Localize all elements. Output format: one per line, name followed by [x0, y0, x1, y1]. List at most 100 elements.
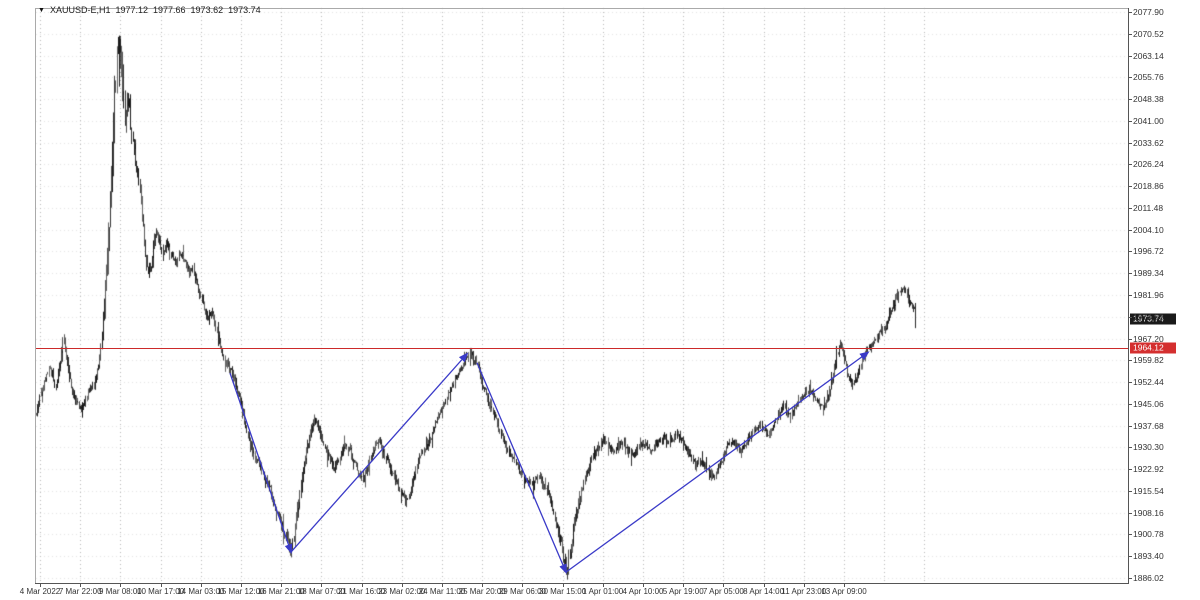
trendline-segment-1[interactable]	[229, 372, 293, 554]
symbol-timeframe-label: XAUUSD-E,H1	[49, 5, 111, 15]
price-axis-label: 1908.16	[1133, 507, 1164, 518]
x-axis-line	[35, 583, 1129, 584]
price-axis-tick	[1128, 534, 1132, 536]
time-axis-tick	[522, 583, 524, 587]
price-axis-tick	[1128, 120, 1132, 122]
time-axis-label: 21 Mar 16:00	[338, 587, 386, 596]
price-axis-label: 2033.62	[1133, 137, 1164, 148]
trendline-segment-2[interactable]	[290, 352, 469, 553]
time-axis-tick	[562, 583, 564, 587]
bid-price-tag: 1973.74	[1130, 313, 1176, 325]
time-axis-tick	[241, 583, 242, 587]
price-axis-label: 1945.06	[1133, 398, 1164, 409]
time-axis-label: 15 Mar 12:00	[217, 587, 265, 596]
price-axis-tick	[1128, 403, 1132, 405]
price-axis-tick	[1128, 55, 1132, 57]
price-axis-label: 1981.96	[1133, 289, 1164, 300]
price-axis-tick	[1128, 469, 1132, 471]
time-axis-label: 11 Apr 23:00	[781, 587, 827, 596]
time-axis-tick	[120, 583, 122, 587]
price-axis-tick	[1128, 577, 1132, 579]
price-axis-label: 2077.90	[1133, 7, 1164, 17]
price-axis-tick	[1128, 164, 1132, 166]
price-axis-label: 1937.68	[1133, 420, 1164, 431]
time-axis-label: 10 Mar 17:00	[137, 587, 185, 596]
price-axis-label: 2011.48	[1133, 202, 1164, 213]
time-axis-tick	[200, 583, 202, 587]
price-axis-tick	[1128, 425, 1132, 427]
time-axis-tick	[482, 583, 484, 587]
time-axis-tick	[80, 583, 82, 587]
time-axis-label: 14 Mar 03:00	[177, 587, 225, 596]
time-axis-label: 16 Mar 21:00	[257, 587, 305, 596]
price-axis-label: 1996.72	[1133, 246, 1164, 257]
price-axis-label: 2063.14	[1133, 50, 1164, 61]
ohlc-low: 1973.62	[190, 5, 224, 15]
ohlc-open: 1977.12	[115, 5, 148, 15]
price-axis-label: 1922.92	[1133, 464, 1164, 475]
price-axis-tick	[1128, 186, 1132, 188]
price-axis-tick	[1128, 316, 1132, 318]
time-axis-label: 24 Mar 11:00	[418, 587, 466, 596]
time-axis-tick	[723, 583, 725, 587]
time-axis-tick	[763, 583, 765, 587]
time-axis-tick	[160, 583, 162, 587]
time-axis-tick	[361, 583, 363, 587]
time-axis-tick	[643, 583, 644, 587]
time-axis-tick	[281, 583, 283, 587]
time-axis-tick	[321, 583, 323, 587]
price-axis-label: 2004.10	[1133, 224, 1164, 235]
time-axis-label: 4 Apr 10:00	[622, 587, 664, 596]
trendline-segment-4[interactable]	[565, 351, 870, 573]
price-axis-label: 2018.86	[1133, 181, 1164, 192]
price-axis-label: 1967.20	[1133, 333, 1164, 344]
price-axis-label: 2041.00	[1133, 115, 1164, 126]
trendline-segment-3[interactable]	[476, 362, 567, 574]
ohlc-high: 1977.66	[153, 5, 186, 15]
frame-top	[35, 8, 1128, 9]
price-axis-tick	[1128, 273, 1132, 275]
price-axis-tick	[1128, 99, 1132, 101]
time-axis-tick	[40, 583, 41, 587]
time-axis-label: 5 Apr 19:00	[662, 587, 704, 596]
time-axis-label: 30 Mar 15:00	[539, 587, 587, 596]
price-axis-label: 1915.54	[1133, 485, 1164, 496]
price-axis-tick	[1128, 447, 1132, 449]
time-axis-tick	[602, 583, 604, 587]
price-axis-tick	[1128, 382, 1132, 384]
price-axis-tick	[1128, 207, 1132, 209]
price-axis-label: 1974.58	[1133, 311, 1164, 322]
price-axis-tick	[1128, 229, 1132, 231]
price-axis-label: 1952.44	[1133, 377, 1164, 388]
time-axis-label: 25 Mar 20:00	[458, 587, 506, 596]
time-axis-label: 1 Apr 01:00	[582, 587, 624, 596]
price-axis-tick	[1128, 512, 1132, 514]
price-axis-label: 2026.24	[1133, 159, 1164, 170]
price-axis-label: 1930.30	[1133, 442, 1164, 453]
time-axis-tick	[442, 583, 443, 587]
price-axis-tick	[1128, 556, 1132, 558]
time-axis-tick	[683, 583, 685, 587]
time-axis-label: 13 Apr 09:00	[821, 587, 867, 596]
time-axis-label: 18 Mar 07:00	[297, 587, 345, 596]
time-axis-label: 8 Apr 14:00	[743, 587, 785, 596]
price-axis-tick	[1128, 294, 1132, 296]
chart-dropdown-arrow-icon[interactable]: ▼	[38, 6, 45, 14]
time-axis-label: 7 Mar 22:00	[58, 587, 102, 596]
price-axis-tick	[1128, 360, 1132, 362]
time-axis-tick	[401, 583, 403, 587]
price-axis-label: 1900.78	[1133, 529, 1164, 540]
time-axis-label: 23 Mar 02:00	[378, 587, 426, 596]
horizontal-line[interactable]	[36, 348, 1128, 349]
ohlc-close: 1973.74	[228, 5, 261, 15]
price-axis-label: 1959.82	[1133, 355, 1164, 366]
price-axis-label: 1989.34	[1133, 268, 1164, 279]
frame-left	[35, 8, 36, 583]
y-axis-line	[1128, 8, 1129, 584]
time-axis-label: 7 Apr 05:00	[702, 587, 744, 596]
time-axis-label: 9 Mar 08:00	[99, 587, 142, 596]
price-axis-label: 2070.52	[1133, 28, 1164, 39]
